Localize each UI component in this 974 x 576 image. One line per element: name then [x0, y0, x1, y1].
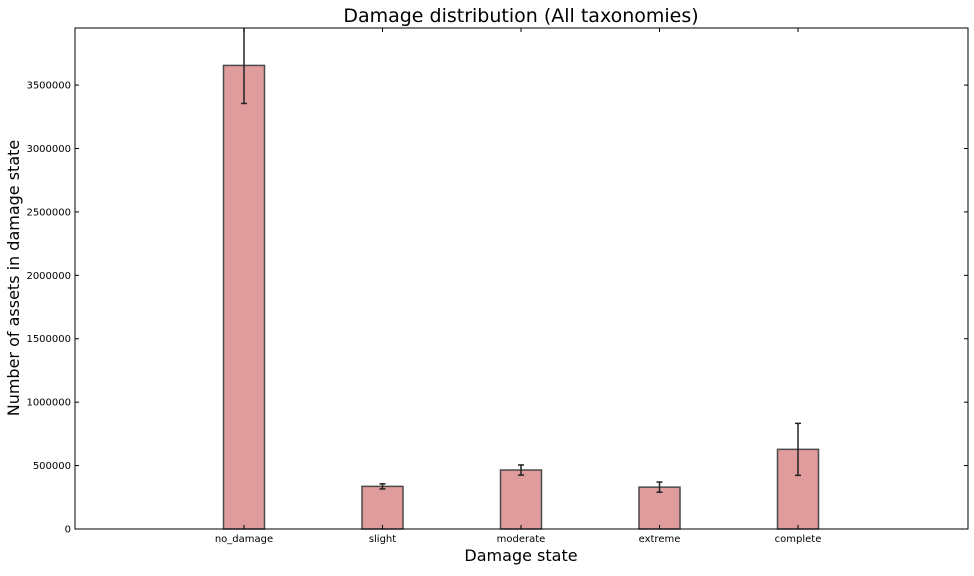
bars-layer	[222, 64, 820, 530]
error-bars-layer	[241, 28, 801, 493]
x-tick-label: moderate	[497, 534, 546, 545]
bar-slight	[361, 485, 404, 530]
y-tick-label: 500000	[33, 461, 71, 472]
y-tick-label: 1000000	[26, 398, 71, 409]
y-axis-ticks: 0 500000 1000000 1500000 2000000 2500000 30000…	[26, 81, 968, 536]
bar-moderate	[499, 469, 543, 530]
plot-area-frame	[74, 27, 969, 530]
error-bar-complete	[795, 422, 801, 477]
error-bar-slight	[379, 483, 386, 490]
error-bar-extreme	[656, 481, 663, 493]
y-tick-label: 1500000	[26, 334, 71, 345]
y-tick-label: 0	[65, 525, 71, 536]
x-axis-title: Damage state	[464, 546, 577, 565]
x-axis-ticks: no_damage slight moderate extreme complete	[215, 28, 822, 545]
x-tick-label: extreme	[639, 534, 681, 545]
x-tick-label: slight	[369, 534, 396, 545]
y-tick-label: 2000000	[26, 271, 71, 282]
error-bar-moderate	[518, 464, 524, 476]
chart-title: Damage distribution (All taxonomies)	[343, 5, 698, 27]
x-tick-label: no_damage	[215, 534, 273, 545]
y-tick-label: 3500000	[26, 81, 71, 92]
error-bar-no_damage	[241, 28, 247, 105]
bar-extreme	[638, 486, 681, 530]
bar-no_damage	[222, 64, 266, 530]
y-axis-title: Number of assets in damage state	[4, 140, 23, 417]
y-tick-label: 3000000	[26, 144, 71, 155]
y-tick-label: 2500000	[26, 207, 71, 218]
x-tick-label: complete	[775, 534, 822, 545]
